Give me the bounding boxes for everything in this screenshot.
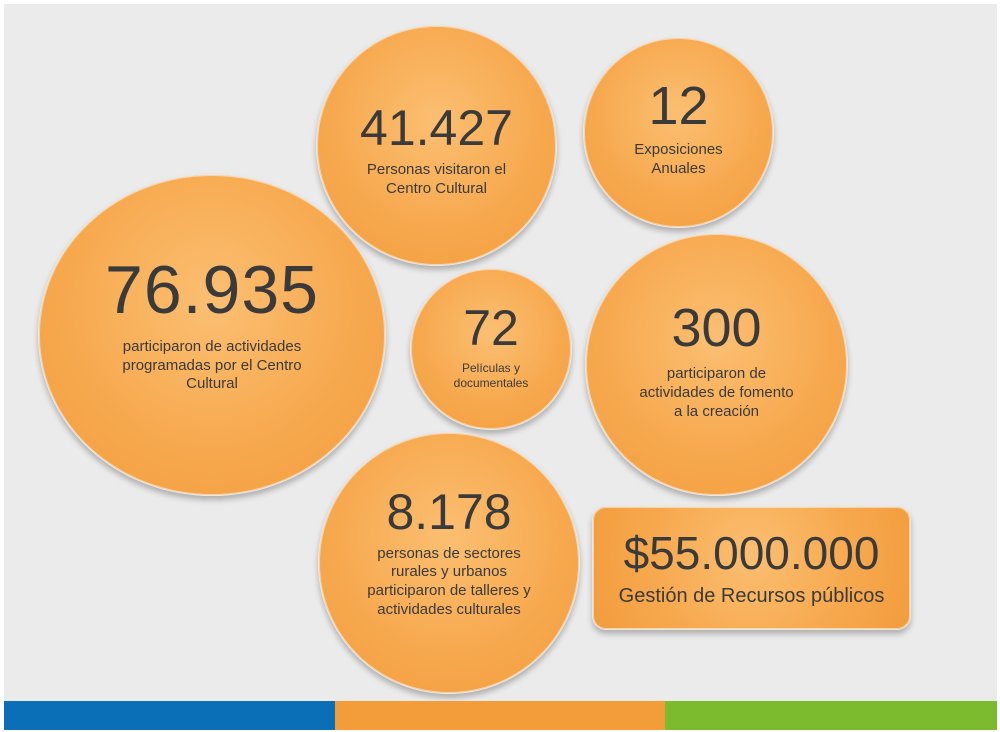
stat-resources-value: $55.000.000	[623, 526, 880, 579]
stat-participants-value: 76.935	[105, 251, 319, 328]
stat-films-label: Películas y documentales	[453, 361, 529, 390]
stat-exhibitions-value: 12	[648, 75, 709, 136]
stat-workshops-value: 8.178	[386, 483, 512, 540]
stat-films-bubble: 72 Películas y documentales	[410, 268, 572, 430]
stat-films-value: 72	[463, 300, 519, 356]
stat-workshops-bubble: 8.178 personas de sectores rurales y urb…	[318, 432, 580, 694]
stat-visits-value: 41.427	[360, 99, 513, 156]
footer-stripe-blue	[4, 701, 335, 730]
footer-stripe-orange	[335, 701, 665, 730]
stat-visits-label: Personas visitaron el Centro Cultural	[366, 160, 507, 197]
stat-participants-label: participaron de actividades programadas …	[122, 337, 302, 393]
stat-creation-label: participaron de actividades de fomento a…	[639, 365, 794, 420]
stat-visits-bubble: 41.427 Personas visitaron el Centro Cult…	[316, 25, 557, 266]
stat-creation-value: 300	[671, 298, 762, 359]
stat-creation-bubble: 300 participaron de actividades de fomen…	[585, 233, 848, 496]
stat-exhibitions-bubble: 12 Exposiciones Anuales	[583, 37, 774, 228]
stat-resources-label: Gestión de Recursos públicos	[618, 584, 885, 607]
stat-resources-box: $55.000.000 Gestión de Recursos públicos	[592, 506, 911, 630]
stat-participants-bubble: 76.935 participaron de actividades progr…	[38, 174, 386, 496]
stat-exhibitions-label: Exposiciones Anuales	[634, 140, 723, 177]
footer-stripe-green	[665, 701, 997, 730]
stat-workshops-label: personas de sectores rurales y urbanos p…	[367, 544, 531, 618]
